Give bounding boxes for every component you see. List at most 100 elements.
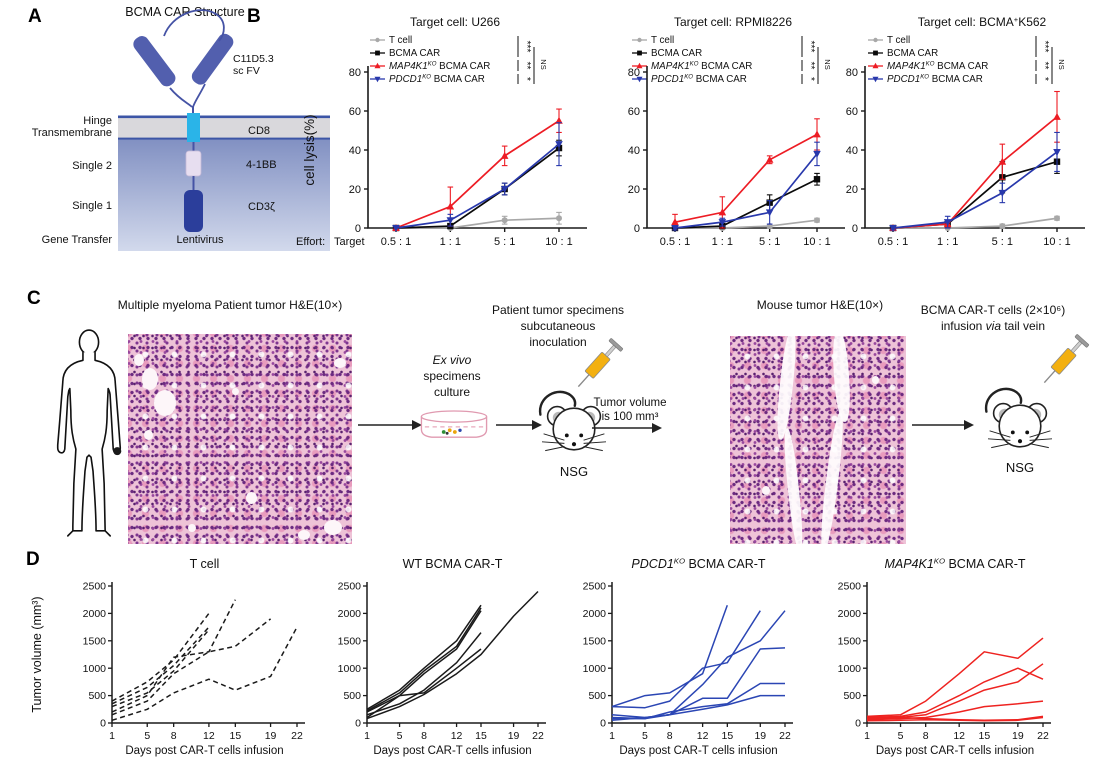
series-PDCD1KO BCMA CAR [392, 122, 563, 232]
data-point [500, 186, 509, 193]
y-tick-label: 80 [349, 67, 361, 79]
y-tick-label: 1000 [338, 663, 362, 675]
y-tick-label: 1500 [838, 635, 862, 647]
data-point [446, 217, 455, 225]
data-point [636, 76, 643, 83]
x-tick-label: 5 [144, 730, 150, 742]
x-tick-label: 5 : 1 [759, 236, 780, 248]
y-tick-label: 40 [349, 145, 361, 157]
membrane-bottom-edge [118, 137, 330, 140]
chart-title: Target cell: U266 [410, 15, 500, 29]
series-line [892, 160, 1058, 229]
y-tick-label: 2000 [83, 608, 107, 620]
cytoplasm-box [118, 139, 330, 251]
y-tick-label: 2000 [583, 608, 607, 620]
x-axis-label: Days post CAR-T cells infusion [876, 745, 1034, 757]
x-tick-label: 0.5 : 1 [381, 236, 412, 248]
data-point [375, 37, 380, 43]
panel-b-label: B [247, 6, 261, 27]
axes [646, 66, 845, 229]
series-line [892, 116, 1058, 229]
x-tick-label: 5 [642, 730, 648, 742]
x-tick-label: 1 [609, 730, 615, 742]
legend-label: MAP4K1KO BCMA CAR [887, 61, 988, 72]
y-tick-label: 500 [843, 690, 861, 702]
mouse-tumor-line [366, 604, 482, 710]
x-tick-label: 22 [291, 730, 303, 742]
data-point [671, 218, 679, 226]
mouse-tumor-line [866, 663, 1044, 720]
inoculation-line3: inoculation [529, 335, 587, 349]
y-tick-label: 1000 [583, 663, 607, 675]
x-tick-label: 19 [508, 730, 520, 742]
data-point [718, 208, 727, 216]
data-point [501, 217, 508, 224]
series-PDCD1KO BCMA CAR [671, 141, 821, 232]
mouse-tumor-line [111, 618, 272, 716]
x-tick-label: 5 [898, 730, 904, 742]
row-label-gene-transfer: Gene Transfer [42, 234, 113, 246]
mouse-icon [985, 387, 1053, 449]
y-tick-label: 80 [628, 67, 640, 79]
legend-label: PDCD1KO BCMA CAR [887, 74, 983, 85]
series-MAP4K1KO BCMA CAR [671, 118, 821, 231]
data-point [889, 225, 897, 232]
y-tick-label: 500 [343, 690, 361, 702]
panel-b-chart-bcma-k562: Target cell: BCMA+K562 T cell BCMA CAR MAP4… [830, 14, 1099, 271]
petri-dish-icon [420, 410, 488, 438]
sig-stars: ** [1039, 62, 1050, 70]
label-scfv: sc FV [233, 65, 260, 77]
y-tick-label: 500 [88, 690, 106, 702]
legend-label: BCMA CAR [389, 48, 440, 59]
label-lentivirus: Lentivirus [176, 234, 224, 246]
x-tick-label: 1 : 1 [712, 236, 733, 248]
x-tick-label: 10 : 1 [803, 236, 831, 248]
x-tick-label: 1 : 1 [440, 236, 461, 248]
x-tick-label: 19 [265, 730, 277, 742]
syringe-icon [577, 338, 624, 388]
y-tick-label: 40 [846, 145, 858, 157]
mouse-tumor-line [866, 716, 1044, 722]
y-tick-label: 1500 [583, 635, 607, 647]
y-axis-label: cell lysis(%) [302, 114, 317, 185]
x-tick-label: 1 [864, 730, 870, 742]
data-point [500, 151, 509, 159]
scfv-linker-loop [163, 9, 225, 42]
label-scfv-clone: C11D5.3 [233, 53, 274, 65]
chart-title: PDCD1KO BCMA CAR-T [631, 557, 766, 571]
x-axis-label: Days post CAR-T cells infusion [619, 745, 777, 757]
panel-d-chart-tcell: T cell 0 500 1000 1500 2000 2500 1 5 8 12 15 19 22 Day… [25, 552, 305, 767]
chart-title: Target cell: BCMA+K562 [918, 15, 1047, 29]
series-line [395, 120, 560, 229]
data-point [873, 37, 878, 43]
y-tick-label: 2500 [838, 581, 862, 593]
data-point [718, 219, 727, 227]
data-point [813, 130, 821, 138]
sig-stars: *** [805, 41, 816, 53]
series-BCMA CAR [889, 149, 1061, 232]
series-PDCD1KO BCMA CAR [889, 131, 1061, 232]
x-tick-label: 12 [203, 730, 215, 742]
data-point [375, 50, 380, 56]
membrane-band [118, 118, 330, 139]
y-tick-label: 20 [628, 184, 640, 196]
label-cd8: CD8 [248, 125, 270, 137]
effort-label: Effort: [296, 236, 325, 248]
x-tick-label: 15 [229, 730, 241, 742]
panel-a-label: A [28, 6, 42, 27]
ex-vivo-line2: specimens [423, 369, 481, 383]
inoculation-caption: Patient tumor specimens subcutaneous ino… [468, 302, 648, 350]
legend-label: T cell [651, 35, 674, 46]
series-BCMA CAR [392, 139, 563, 232]
y-tick-label: 0 [355, 223, 361, 235]
legend-label: T cell [389, 35, 412, 46]
mouse-tumor-line [111, 612, 210, 702]
axes [611, 582, 793, 724]
row-label-single2: Single 2 [72, 160, 112, 172]
series-line [395, 143, 560, 229]
row-label-single1: Single 1 [72, 200, 112, 212]
y-tick-label: 2000 [338, 608, 362, 620]
x-tick-label: 15 [475, 730, 487, 742]
